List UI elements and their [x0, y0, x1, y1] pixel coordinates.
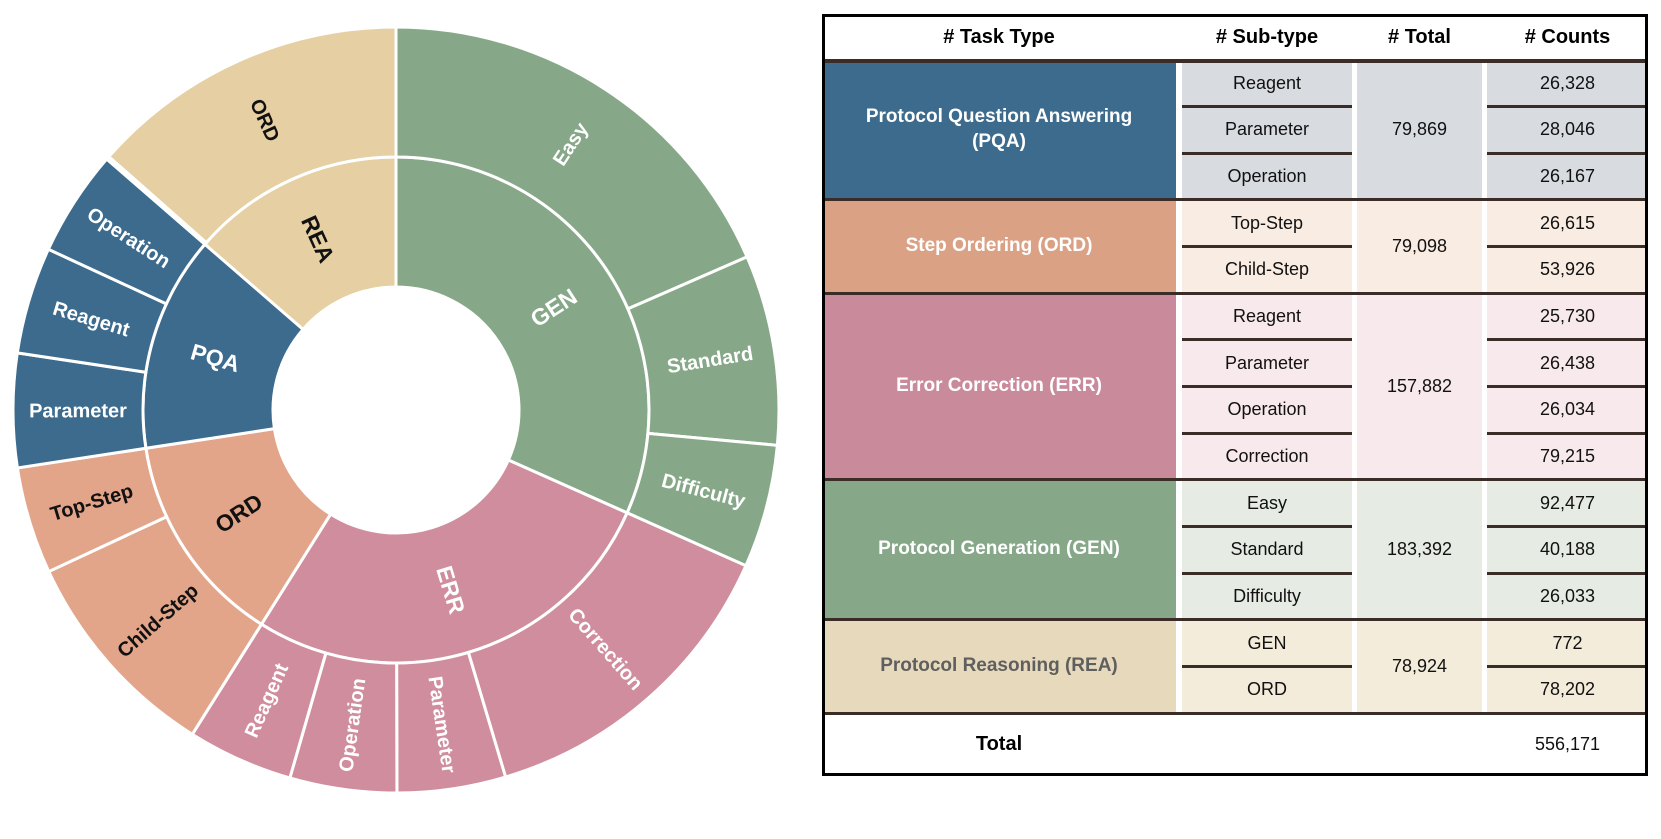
counts-cell-err-3: 79,215 [1487, 433, 1648, 480]
subtype-cell-ord-1: Child-Step [1182, 246, 1352, 294]
subrow-rule [1182, 431, 1352, 435]
counts-cell-err-2: 26,034 [1487, 386, 1648, 434]
group-rule [822, 198, 1648, 202]
subrow-rule [1487, 151, 1648, 155]
task-type-cell-rea: Protocol Reasoning (REA) [822, 619, 1176, 713]
counts-cell-pqa-0: 26,328 [1487, 60, 1648, 107]
subrow-rule [1487, 338, 1648, 342]
group-rule [822, 291, 1648, 295]
task-type-cell-pqa: Protocol Question Answering (PQA) [822, 60, 1176, 200]
subtype-cell-rea-1: ORD [1182, 666, 1352, 713]
subrow-rule [1487, 664, 1648, 668]
subrow-rule [1182, 571, 1352, 575]
group-total-cell-gen: 183,392 [1357, 479, 1482, 620]
subtype-cell-pqa-0: Reagent [1182, 60, 1352, 107]
stats-table: # Task Type # Sub-type # Total # Counts … [822, 14, 1648, 776]
group-rule [822, 618, 1648, 622]
header-counts: # Counts [1524, 25, 1611, 48]
counts-cell-err-0: 25,730 [1487, 293, 1648, 340]
subrow-rule [1182, 385, 1352, 388]
counts-cell-ord-1: 53,926 [1487, 246, 1648, 294]
group-total-cell-err: 157,882 [1357, 293, 1482, 480]
total-row-label: Total [975, 733, 1023, 755]
task-type-cell-err: Error Correction (ERR) [822, 293, 1176, 480]
subrow-rule [1487, 245, 1648, 249]
sunburst-segment-gen-easy [394, 25, 750, 311]
counts-cell-rea-1: 78,202 [1487, 666, 1648, 713]
counts-cell-pqa-2: 26,167 [1487, 153, 1648, 200]
subrow-rule [1182, 245, 1352, 249]
subrow-rule [1487, 431, 1648, 435]
header-task-type: # Task Type [943, 25, 1055, 48]
subrow-rule [1487, 571, 1648, 575]
task-type-cell-gen: Protocol Generation (GEN) [822, 479, 1176, 620]
subtype-cell-err-2: Operation [1182, 386, 1352, 434]
subtype-cell-err-1: Parameter [1182, 339, 1352, 387]
subrow-rule [1487, 105, 1648, 109]
subtype-cell-err-0: Reagent [1182, 293, 1352, 340]
counts-cell-gen-0: 92,477 [1487, 479, 1648, 527]
subrow-rule [1182, 151, 1352, 155]
header-total: # Total [1388, 25, 1451, 48]
counts-cell-err-1: 26,438 [1487, 339, 1648, 387]
total-row-value: 556,171 [1534, 734, 1601, 754]
subrow-rule [1182, 338, 1352, 342]
header-sub-type: # Sub-type [1215, 25, 1319, 48]
subtype-cell-pqa-1: Parameter [1182, 106, 1352, 154]
counts-cell-pqa-1: 28,046 [1487, 106, 1648, 154]
task-type-cell-ord: Step Ordering (ORD) [822, 199, 1176, 294]
sunburst-segment-rea-ord [106, 25, 398, 245]
counts-cell-rea-0: 772 [1487, 619, 1648, 667]
group-rule [822, 478, 1648, 482]
sunburst-label-parameter: Parameter [29, 400, 127, 422]
counts-cell-gen-2: 26,033 [1487, 573, 1648, 620]
subtype-cell-gen-1: Standard [1182, 526, 1352, 574]
subtype-cell-gen-2: Difficulty [1182, 573, 1352, 620]
group-total-cell-rea: 78,924 [1357, 619, 1482, 713]
group-rule [822, 58, 1648, 63]
group-total-cell-ord: 79,098 [1357, 199, 1482, 294]
subrow-rule [1182, 664, 1352, 668]
counts-cell-ord-0: 26,615 [1487, 199, 1648, 247]
subtype-cell-gen-0: Easy [1182, 479, 1352, 527]
subtype-cell-pqa-2: Operation [1182, 153, 1352, 200]
total-row-rule [822, 711, 1648, 715]
subtype-cell-rea-0: GEN [1182, 619, 1352, 667]
subrow-rule [1182, 105, 1352, 109]
group-total-cell-pqa: 79,869 [1357, 60, 1482, 200]
subtype-cell-ord-0: Top-Step [1182, 199, 1352, 247]
subrow-rule [1182, 524, 1352, 528]
sunburst-chart: EasyStandardDifficultyGENCorrectionParam… [11, 25, 781, 795]
subtype-cell-err-3: Correction [1182, 433, 1352, 480]
subrow-rule [1487, 524, 1648, 528]
subrow-rule [1487, 385, 1648, 388]
counts-cell-gen-1: 40,188 [1487, 526, 1648, 574]
